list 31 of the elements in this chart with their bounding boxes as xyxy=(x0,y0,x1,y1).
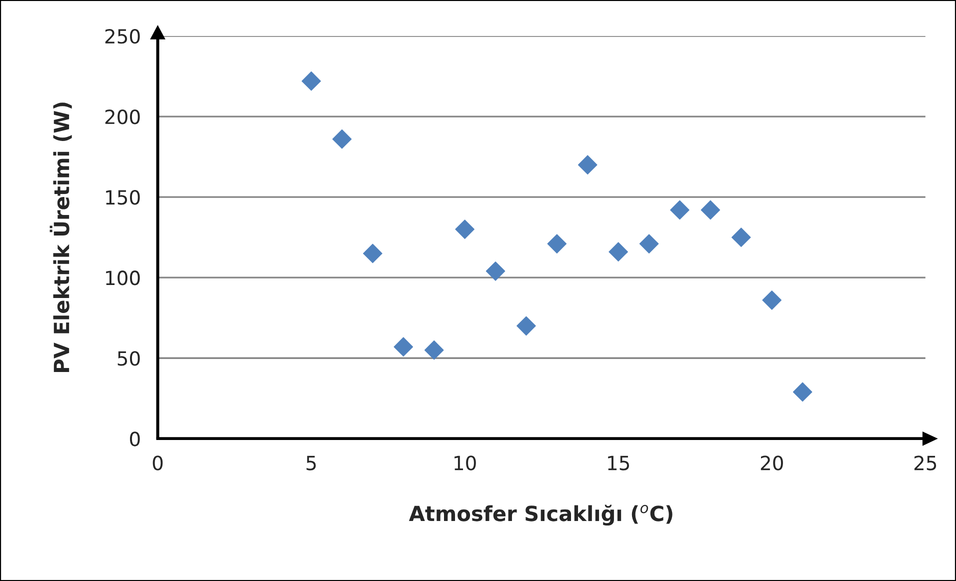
y-tick-label: 0 xyxy=(130,432,140,446)
y-tick-label: 50 xyxy=(118,351,140,366)
x-tick-label: 15 xyxy=(608,456,630,470)
x-tick-label: 25 xyxy=(914,456,936,470)
point xyxy=(394,337,414,357)
point xyxy=(455,220,474,239)
point xyxy=(578,155,598,175)
y-tick-label: 250 xyxy=(105,28,140,44)
point xyxy=(516,316,536,336)
y-tick-label: 100 xyxy=(106,270,140,286)
point xyxy=(547,234,567,254)
x-axis-title: Atmosfer Sıcaklığı ($^{o}$C) xyxy=(408,504,672,526)
point xyxy=(424,340,444,360)
point xyxy=(486,261,506,281)
point xyxy=(363,244,382,264)
point xyxy=(639,234,659,254)
point xyxy=(792,382,812,402)
point xyxy=(762,290,782,310)
point xyxy=(732,228,751,248)
point xyxy=(700,200,720,220)
x-tick-label: 20 xyxy=(760,456,783,470)
y-tick-label: 150 xyxy=(106,190,140,205)
x-tick-label: 5 xyxy=(306,456,316,470)
y-axis-title: PV Elektrik Üretimi (W) xyxy=(50,102,72,372)
point xyxy=(608,242,628,262)
point xyxy=(332,129,352,149)
y-tick-label: 200 xyxy=(105,110,140,124)
x-tick-label: 0 xyxy=(152,456,163,470)
x-tick-label: 10 xyxy=(454,456,476,470)
point xyxy=(302,71,321,91)
point xyxy=(670,200,690,220)
